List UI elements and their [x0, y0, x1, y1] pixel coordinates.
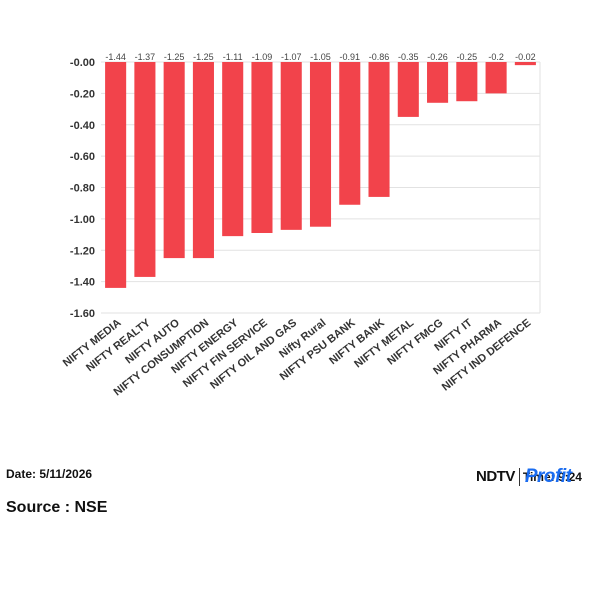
bar: [163, 62, 185, 259]
bar-value-label: -1.37: [135, 52, 156, 62]
y-tick-label: -0.80: [70, 183, 95, 195]
y-tick-label: -1.20: [70, 245, 95, 257]
bar-value-label: -1.25: [193, 52, 214, 62]
bar: [456, 62, 478, 102]
time-label: Time: 9:24: [522, 470, 582, 484]
value-labels: -1.44 -1.37 -1.25 -1.25 -1.11 -1.09 -1.07 -1.05…: [105, 52, 535, 62]
y-tick-label: -0.60: [70, 151, 95, 163]
bar: [397, 62, 419, 117]
y-axis-ticks: -0.00 -0.20 -0.40 -0.60 -0.80 -1.00 -1.20 -1.40…: [70, 57, 95, 320]
bar: [192, 62, 214, 259]
bar: [134, 62, 156, 277]
bar-value-label: -1.07: [281, 52, 302, 62]
bar-value-label: -1.44: [105, 52, 126, 62]
bar: [105, 62, 127, 288]
brand-divider: [518, 468, 520, 486]
bar-value-label: -1.25: [164, 52, 185, 62]
date-label: Date: 5/11/2026: [6, 467, 93, 481]
profit-logo-text: Profit: [524, 466, 572, 487]
bar: [514, 62, 536, 66]
bar-value-label: -0.26: [427, 52, 448, 62]
y-tick-label: -1.60: [70, 308, 95, 320]
bars: [105, 62, 536, 288]
sector-bar-chart: -0.00 -0.20 -0.40 -0.60 -0.80 -1.00 -1.20 -1.40…: [61, 52, 541, 399]
bar-value-label: -1.11: [223, 52, 243, 62]
brand-logo: NDTV Time: 9:24 Profit: [476, 466, 583, 488]
y-tick-label: -1.40: [70, 277, 95, 289]
bar: [485, 62, 507, 94]
ndtv-logo-text: NDTV: [476, 468, 515, 485]
bar: [427, 62, 449, 103]
y-tick-label: -0.40: [70, 120, 95, 132]
y-tick-label: -1.00: [70, 214, 95, 226]
bar-value-label: -1.05: [310, 52, 331, 62]
bar-value-label: -0.35: [398, 52, 419, 62]
y-tick-label: -0.00: [70, 57, 95, 69]
bar: [251, 62, 273, 233]
bar: [368, 62, 390, 197]
bar: [222, 62, 244, 237]
y-tick-label: -0.20: [70, 88, 95, 100]
bar-value-label: -1.09: [252, 52, 273, 62]
bar-value-label: -0.02: [515, 52, 536, 62]
bar-value-label: -0.86: [369, 52, 390, 62]
bar: [339, 62, 361, 205]
source-label: Source : NSE: [6, 499, 108, 516]
bar-value-label: -0.91: [340, 52, 361, 62]
bar: [309, 62, 332, 227]
bar: [280, 62, 302, 230]
bar-value-label: -0.25: [457, 52, 478, 62]
bar-value-label: -0.2: [488, 52, 504, 62]
